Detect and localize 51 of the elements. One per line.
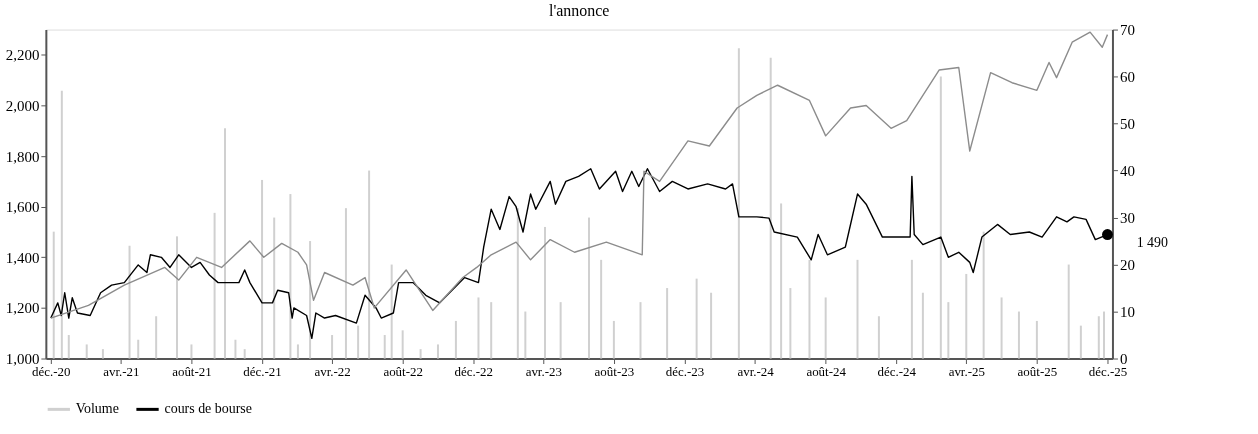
- y-tick-label: 1,800: [5, 148, 40, 165]
- bar: [261, 179, 264, 359]
- y2-tick-label: 30: [1119, 210, 1135, 227]
- bar: [331, 335, 334, 359]
- y2-tick-label: 70: [1119, 22, 1135, 39]
- y2-tick-label: 50: [1119, 116, 1135, 133]
- y-tick-label: 2,200: [5, 47, 40, 64]
- bar: [1097, 316, 1100, 359]
- bar: [824, 297, 827, 359]
- y-tick-label: 1,200: [5, 300, 40, 317]
- bar: [1079, 325, 1082, 359]
- x-tick-label: déc.-24: [877, 363, 917, 379]
- bar: [1035, 320, 1038, 359]
- x-tick-label: déc.-22: [454, 363, 493, 379]
- x-tick-label: avr.-22: [314, 363, 351, 379]
- x-tick-label: avr.-24: [737, 363, 775, 379]
- bar: [490, 302, 493, 359]
- bar: [737, 48, 740, 359]
- bar: [390, 264, 393, 359]
- bar: [213, 212, 216, 359]
- y-tick-label: 1,400: [5, 249, 40, 266]
- bar: [52, 231, 55, 359]
- x-tick-label: août-21: [172, 363, 212, 379]
- bar: [243, 349, 246, 359]
- bar: [357, 325, 360, 359]
- bar: [910, 259, 913, 359]
- bar: [789, 288, 792, 359]
- bar: [612, 320, 615, 359]
- legend-label: cours de bourse: [164, 401, 252, 417]
- x-tick-label: déc.-23: [665, 363, 705, 379]
- y-tick-label: 1,600: [5, 199, 40, 216]
- y2-tick-label: 10: [1119, 304, 1135, 321]
- bar: [477, 297, 480, 359]
- x-tick-label: août-22: [383, 363, 423, 379]
- bar: [516, 208, 519, 359]
- x-tick-label: avr.-25: [948, 363, 985, 379]
- x-tick-label: avr.-21: [103, 363, 140, 379]
- y-tick-label: 2,000: [5, 97, 40, 114]
- x-tick-label: août-24: [806, 363, 847, 379]
- legend-label: Volume: [75, 401, 119, 417]
- x-tick-label: déc.-21: [243, 363, 282, 379]
- annotation: 1 490: [1136, 234, 1169, 250]
- line-series: [50, 31, 1109, 319]
- x-tick-label: août-23: [594, 363, 635, 379]
- chart-title: l'annonce: [548, 1, 610, 19]
- y2-tick-label: 60: [1119, 69, 1135, 86]
- bar: [559, 302, 562, 359]
- x-tick-label: avr.-23: [525, 363, 562, 379]
- y2-tick-label: 40: [1119, 163, 1135, 180]
- y2-tick-label: 20: [1119, 257, 1135, 274]
- x-tick-label: août-25: [1017, 363, 1058, 379]
